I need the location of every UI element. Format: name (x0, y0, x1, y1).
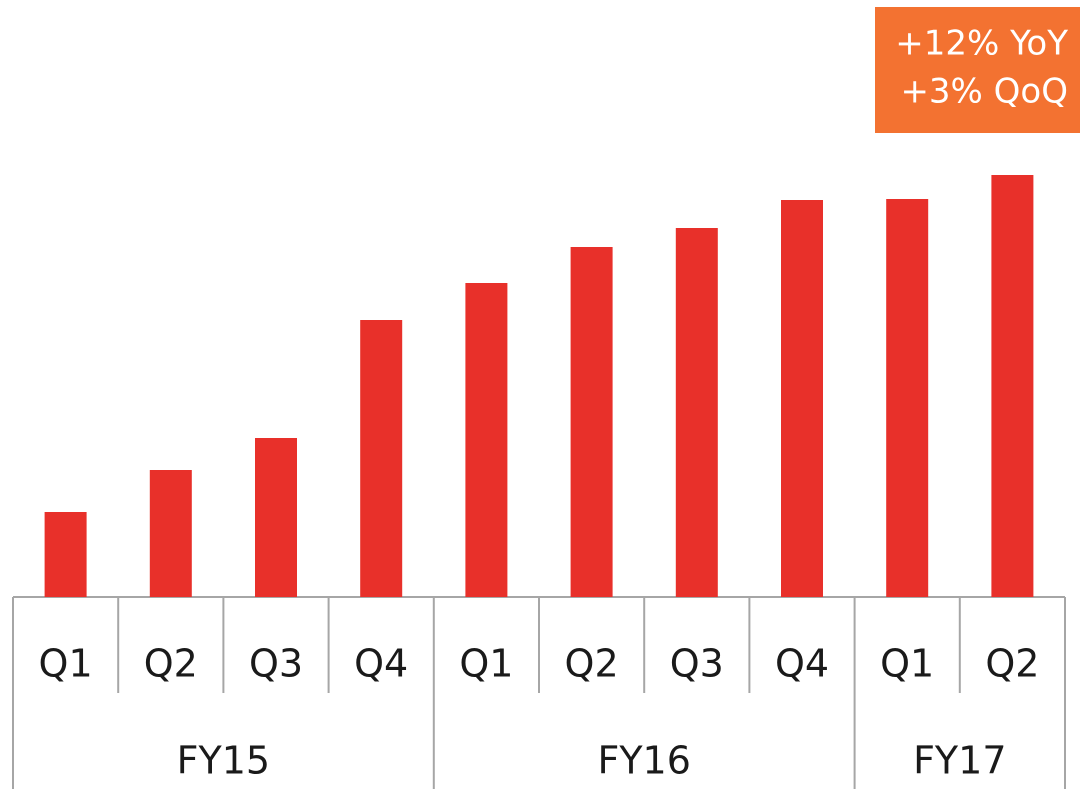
x-tick-label: Q2 (144, 642, 198, 686)
bar (886, 199, 929, 597)
annotation: +3% QoQ (900, 72, 1068, 112)
x-tick-label: Q1 (39, 642, 93, 686)
bar (360, 320, 403, 597)
group-label: FY15 (177, 739, 270, 783)
x-tick-label: Q4 (775, 642, 829, 686)
annotation-box (875, 7, 1080, 133)
bar (675, 228, 718, 597)
x-tick-label: Q3 (670, 642, 724, 686)
bar (44, 512, 87, 597)
bar (149, 470, 192, 597)
x-tick-label: Q4 (354, 642, 408, 686)
x-tick-label: Q1 (880, 642, 934, 686)
bar (255, 438, 297, 597)
x-tick-label: Q1 (459, 642, 513, 686)
x-tick-label: Q2 (565, 642, 619, 686)
bar (781, 200, 823, 597)
x-tick-label: Q3 (249, 642, 303, 686)
group-label: FY16 (597, 739, 690, 783)
bar (465, 283, 508, 597)
x-tick-label: Q2 (985, 642, 1039, 686)
group-label: FY17 (913, 739, 1006, 783)
bar (991, 175, 1034, 597)
bar (570, 247, 613, 597)
annotation: +12% YoY (895, 24, 1068, 64)
